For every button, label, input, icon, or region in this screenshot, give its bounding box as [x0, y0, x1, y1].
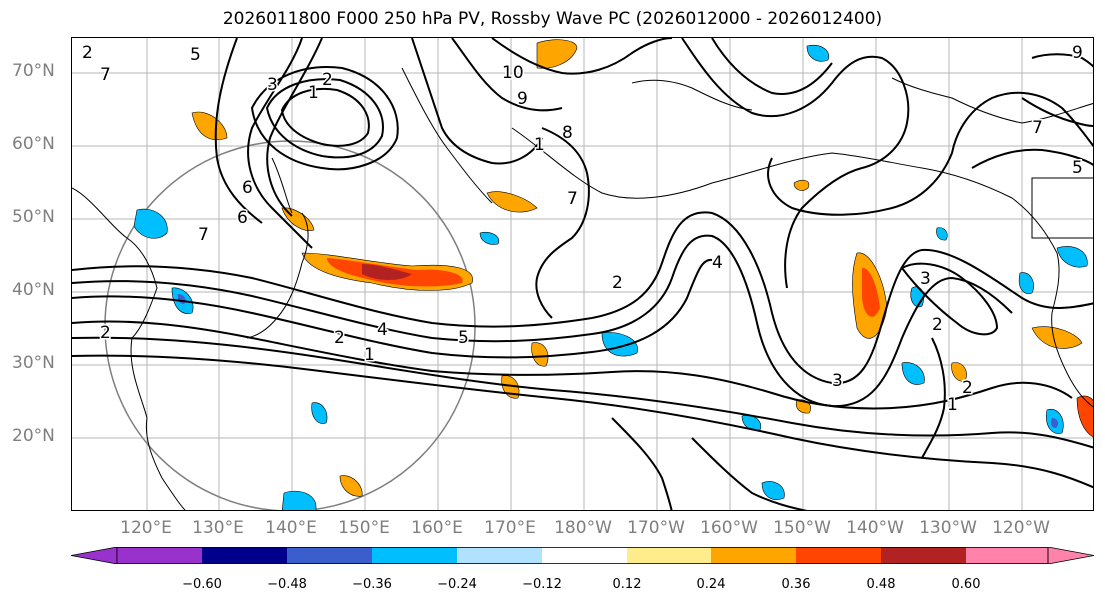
colorbar-tick: 0.24	[696, 577, 726, 592]
contour-label: 2	[612, 273, 623, 293]
lon-label-140w: 140°W	[846, 518, 904, 538]
lon-label-160w: 160°W	[700, 518, 758, 538]
colorbar-tick: −0.12	[522, 577, 562, 592]
colorbar	[71, 547, 1094, 564]
contour-label: 3	[267, 75, 278, 95]
contour-label: 4	[377, 320, 388, 340]
lon-label-120w: 120°W	[992, 518, 1050, 538]
contour-label: 4	[712, 253, 723, 273]
lat-label-20n: 20°N	[12, 426, 55, 446]
contour-label-group: 7 5 3 2 1 10 9 8 6 7 2 4 1 7 2 1 2 4 5 6…	[81, 42, 1085, 417]
colorbar-segment	[881, 547, 966, 564]
region-circle	[104, 140, 476, 510]
contour-label: 1	[364, 345, 375, 365]
lon-label-140e: 140°E	[265, 518, 317, 538]
negative-pc-shading	[133, 45, 1088, 510]
colorbar-extend-low	[71, 547, 118, 564]
contour-label: 9	[1072, 43, 1083, 63]
contour-label: 8	[562, 123, 573, 143]
lon-label-160e: 160°E	[411, 518, 463, 538]
contour-label: 5	[190, 45, 201, 65]
colorbar-segment	[117, 547, 202, 564]
contour-label: 2	[100, 323, 111, 343]
colorbar-segment	[966, 547, 1048, 564]
map-title: 2026011800 F000 250 hPa PV, Rossby Wave …	[222, 9, 883, 29]
lat-label-60n: 60°N	[12, 134, 55, 154]
lat-label-70n: 70°N	[12, 61, 55, 81]
contour-label: 5	[1072, 158, 1083, 178]
colorbar-segment	[711, 547, 796, 564]
lon-label-120e: 120°E	[120, 518, 172, 538]
colorbar-extend-high	[1047, 547, 1094, 564]
colorbar-segment	[796, 547, 881, 564]
lat-label-40n: 40°N	[12, 280, 55, 300]
contour-label: 7	[1032, 118, 1043, 138]
lat-label-50n: 50°N	[12, 207, 55, 227]
map-panel: 7 5 3 2 1 10 9 8 6 7 2 4 1 7 2 1 2 4 5 6…	[71, 37, 1094, 511]
colorbar-segment	[372, 547, 457, 564]
contour-label: 10	[502, 63, 524, 83]
contour-label: 2	[322, 70, 333, 90]
lon-label-130w: 130°W	[919, 518, 977, 538]
colorbar-segment	[627, 547, 711, 564]
contour-label: 7	[198, 225, 209, 245]
contour-label: 1	[947, 395, 958, 415]
contour-label: 3	[920, 269, 931, 289]
lon-label-170w: 170°W	[627, 518, 685, 538]
contour-label: 7	[100, 65, 111, 85]
lon-label-170e: 170°E	[484, 518, 536, 538]
contour-label: 6	[237, 208, 248, 228]
lat-label-30n: 30°N	[12, 353, 55, 373]
map-canvas: 7 5 3 2 1 10 9 8 6 7 2 4 1 7 2 1 2 4 5 6…	[72, 38, 1093, 510]
colorbar-tick: 0.48	[866, 577, 896, 592]
contour-label: 1	[308, 83, 319, 103]
graticule	[72, 38, 1093, 510]
contour-label: 2	[932, 315, 943, 335]
colorbar-segment	[202, 547, 287, 564]
lon-label-150e: 150°E	[338, 518, 390, 538]
contour-label: 5	[458, 328, 469, 348]
contour-label: 2	[82, 43, 93, 63]
colorbar-segment	[542, 547, 627, 564]
contour-label: 6	[242, 178, 253, 198]
colorbar-tick: −0.48	[267, 577, 307, 592]
contour-label: 3	[832, 371, 843, 391]
colorbar-segment	[457, 547, 542, 564]
contour-label: 7	[567, 189, 578, 209]
lon-label-150w: 150°W	[773, 518, 831, 538]
coastlines	[72, 67, 1093, 510]
colorbar-outline	[116, 547, 1049, 564]
lon-label-180w: 180°W	[554, 518, 612, 538]
contour-label: 1	[534, 135, 545, 155]
colorbar-tick: 0.36	[781, 577, 811, 592]
pv-contours	[72, 38, 1093, 510]
colorbar-segment	[287, 547, 372, 564]
colorbar-tick: −0.36	[352, 577, 392, 592]
lon-label-130e: 130°E	[192, 518, 244, 538]
contour-label: 9	[517, 89, 528, 109]
contour-label: 2	[334, 328, 345, 348]
positive-pc-shading	[191, 39, 1093, 497]
colorbar-tick: −0.24	[437, 577, 477, 592]
colorbar-tick: 0.60	[951, 577, 981, 592]
colorbar-tick: −0.60	[182, 577, 222, 592]
colorbar-tick: 0.12	[612, 577, 642, 592]
contour-label: 2	[962, 378, 973, 398]
